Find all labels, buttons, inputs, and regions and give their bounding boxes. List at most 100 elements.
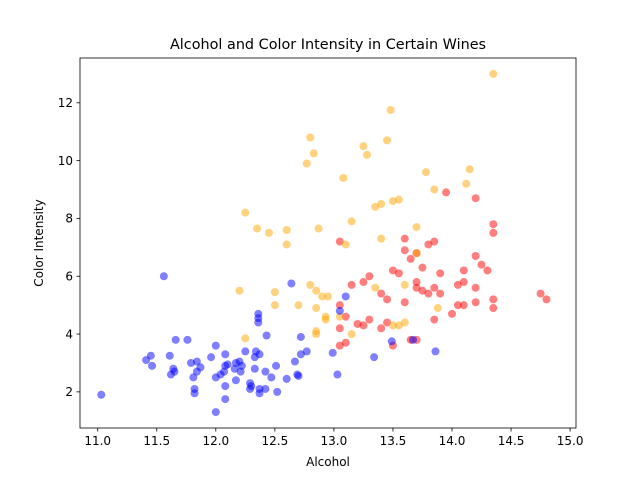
data-point: [471, 298, 480, 307]
y-tick-label: 4: [65, 327, 73, 341]
data-point: [453, 280, 462, 289]
data-point: [365, 315, 374, 324]
data-point: [412, 283, 421, 292]
data-point: [306, 133, 315, 142]
x-tick-label: 11.0: [84, 434, 111, 448]
data-point: [436, 289, 445, 298]
data-point: [221, 350, 230, 359]
x-tick-label: 14.0: [439, 434, 466, 448]
data-point: [388, 321, 397, 330]
data-point: [471, 194, 480, 203]
data-point: [453, 301, 462, 310]
data-point: [221, 382, 230, 391]
data-point: [272, 361, 281, 370]
data-point: [235, 357, 244, 366]
data-point: [489, 295, 498, 304]
data-point: [223, 360, 232, 369]
x-tick-label: 15.0: [557, 434, 584, 448]
data-point: [335, 341, 344, 350]
data-point: [489, 228, 498, 237]
x-axis-label: Alcohol: [306, 455, 350, 469]
data-point: [309, 149, 318, 158]
data-point: [377, 289, 386, 298]
data-point: [359, 321, 368, 330]
data-point: [370, 353, 379, 362]
data-point: [377, 199, 386, 208]
x-tick-label: 13.0: [321, 434, 348, 448]
x-tick-label: 12.5: [261, 434, 288, 448]
data-point: [290, 357, 299, 366]
data-point: [270, 301, 279, 310]
data-point: [465, 165, 474, 174]
data-point: [459, 266, 468, 275]
data-point: [412, 249, 421, 258]
data-point: [489, 69, 498, 78]
data-point: [211, 408, 220, 417]
data-point: [267, 373, 276, 382]
data-point: [273, 387, 282, 396]
data-point: [365, 272, 374, 281]
data-point: [241, 208, 250, 217]
data-point: [422, 168, 431, 177]
data-point: [430, 237, 439, 246]
data-point: [261, 384, 270, 393]
data-point: [231, 376, 240, 385]
data-point: [262, 331, 271, 340]
data-point: [318, 292, 327, 301]
y-tick-label: 10: [58, 154, 73, 168]
data-point: [282, 374, 291, 383]
data-point: [170, 367, 179, 376]
data-point: [409, 335, 418, 344]
data-point: [250, 364, 259, 373]
data-point: [235, 286, 244, 295]
data-point: [192, 357, 201, 366]
data-point: [400, 318, 409, 327]
points-layer: [97, 69, 551, 417]
data-point: [462, 179, 471, 188]
y-tick-label: 2: [65, 385, 73, 399]
x-tick-label: 11.5: [143, 434, 170, 448]
data-point: [312, 304, 321, 313]
data-point: [306, 280, 315, 289]
data-point: [347, 330, 356, 339]
data-point: [430, 283, 439, 292]
data-point: [430, 185, 439, 194]
data-point: [282, 240, 291, 249]
data-point: [400, 234, 409, 243]
data-point: [448, 309, 456, 318]
data-point: [400, 246, 409, 255]
data-point: [459, 301, 468, 310]
data-point: [339, 173, 348, 182]
data-point: [386, 106, 395, 115]
data-point: [387, 337, 396, 346]
data-point: [471, 252, 480, 261]
data-point: [171, 335, 180, 344]
y-tick-label: 12: [58, 96, 73, 110]
data-point: [146, 351, 155, 360]
data-point: [383, 136, 392, 145]
data-point: [296, 332, 305, 341]
data-point: [377, 234, 386, 243]
data-point: [264, 228, 273, 237]
data-point: [294, 371, 303, 380]
data-point: [287, 279, 296, 288]
data-point: [321, 312, 330, 321]
data-point: [335, 312, 344, 321]
data-point: [412, 278, 421, 287]
data-point: [241, 334, 250, 343]
data-point: [362, 150, 371, 159]
data-point: [347, 280, 356, 289]
data-point: [247, 382, 256, 391]
data-point: [459, 278, 468, 287]
data-point: [183, 335, 192, 344]
x-tick-label: 13.5: [380, 434, 407, 448]
data-point: [341, 312, 350, 321]
x-tick-label: 14.5: [498, 434, 525, 448]
data-point: [333, 370, 342, 379]
data-point: [400, 280, 409, 289]
data-point: [383, 318, 392, 327]
data-point: [359, 142, 368, 151]
data-point: [324, 292, 332, 301]
data-point: [483, 266, 492, 275]
